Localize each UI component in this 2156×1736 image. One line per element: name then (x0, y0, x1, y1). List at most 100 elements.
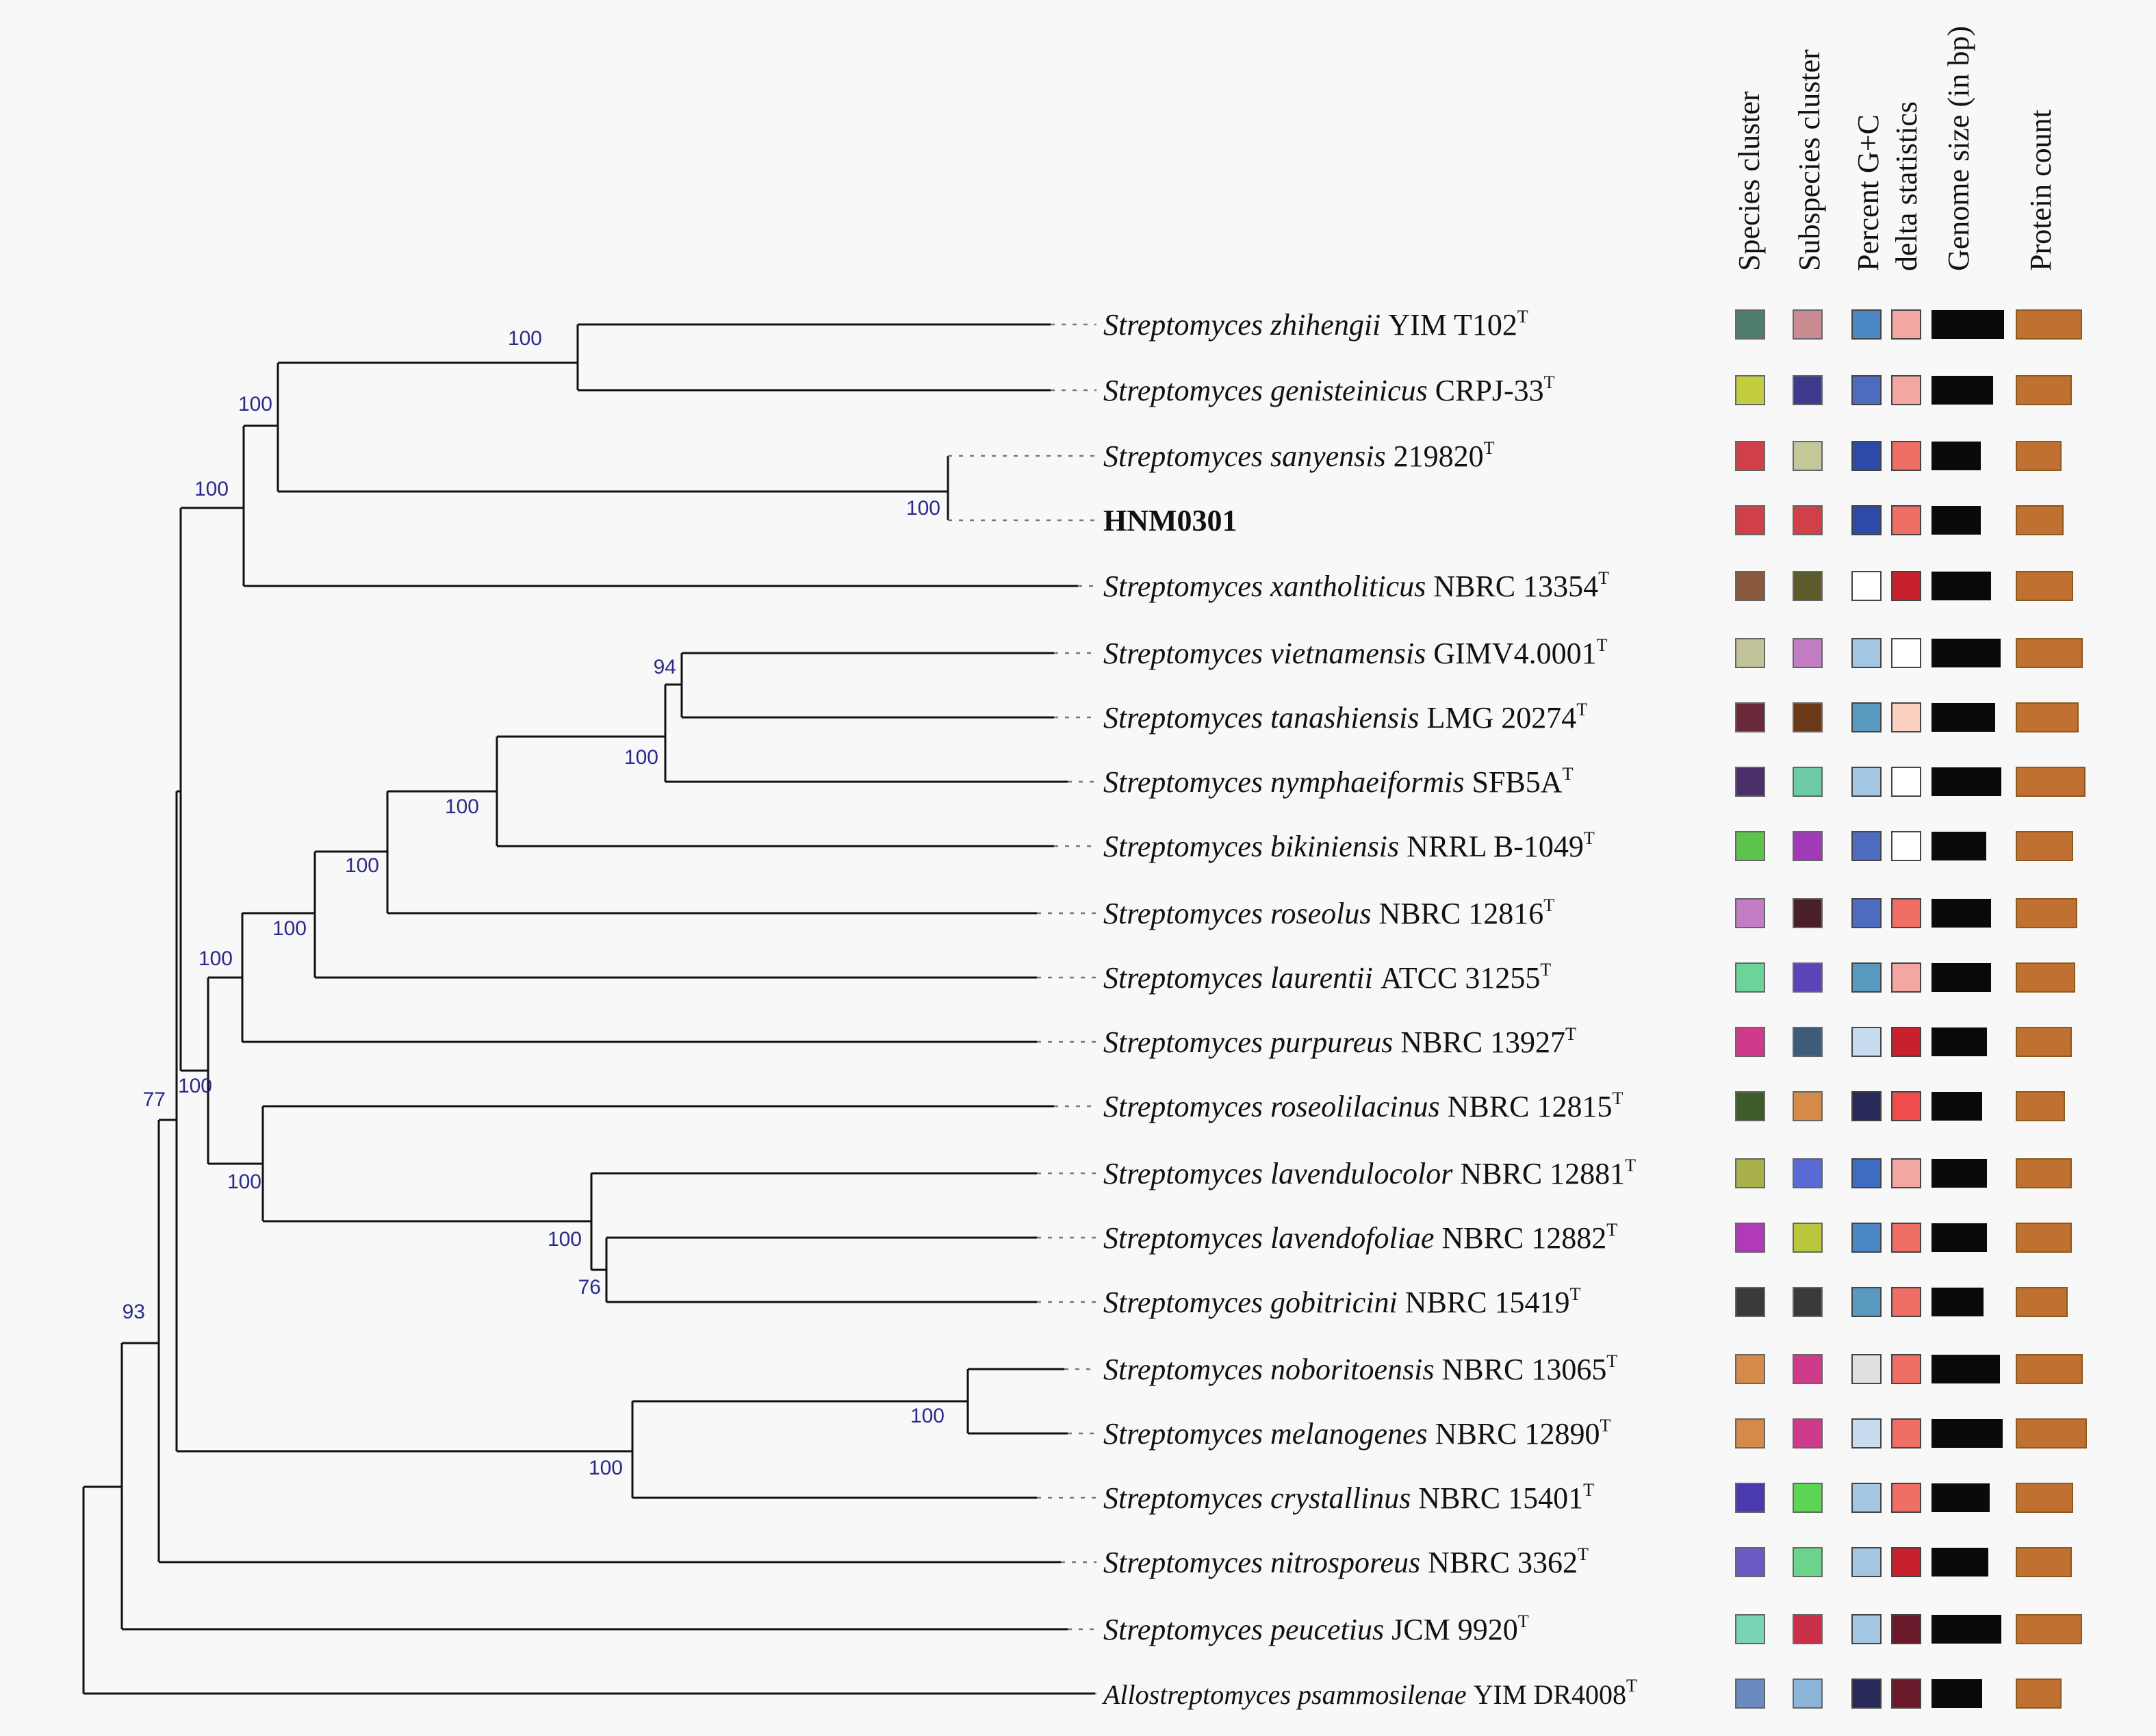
bootstrap-value: 100 (198, 947, 233, 970)
delta-statistics-cell (1891, 898, 1921, 928)
species-cluster-cell (1735, 441, 1765, 471)
delta-statistics-cell (1891, 1418, 1921, 1448)
annotation-row (1735, 309, 2082, 340)
taxon-label: HNM0301 (1103, 504, 1237, 537)
delta-statistics-cell (1891, 441, 1921, 471)
bootstrap-value: 100 (194, 478, 229, 500)
annotation-row (1735, 962, 2075, 993)
bootstrap-value: 100 (548, 1228, 582, 1251)
genome-size-bar (1932, 1027, 1987, 1056)
taxon-label: Streptomyces lavendulocolor NBRC 12881T (1103, 1156, 1636, 1190)
species-cluster-cell (1735, 1418, 1765, 1448)
genome-size-bar (1932, 1615, 2001, 1644)
taxon-label: Streptomyces lavendofoliae NBRC 12882T (1103, 1220, 1617, 1255)
genome-size-bar (1932, 1092, 1982, 1121)
subspecies-cluster-cell (1793, 375, 1823, 405)
gc-percent-cell (1851, 962, 1882, 993)
gc-percent-cell (1851, 1287, 1882, 1317)
genome-size-bar (1932, 1288, 1984, 1316)
protein-count-bar (2016, 831, 2073, 861)
genome-size-bar (1932, 1355, 2000, 1383)
species-cluster-cell (1735, 1158, 1765, 1188)
bootstrap-value: 100 (227, 1171, 261, 1193)
species-cluster-cell (1735, 1091, 1765, 1121)
gc-percent-cell (1851, 505, 1882, 535)
delta-statistics-cell (1891, 309, 1921, 340)
genome-size-bar (1932, 963, 1991, 992)
delta-statistics-cell (1891, 702, 1921, 732)
bootstrap-value: 100 (508, 327, 542, 350)
gc-percent-cell (1851, 1091, 1882, 1121)
annotation-row (1735, 1418, 2087, 1448)
genome-size-bar (1932, 572, 1991, 600)
delta-statistics-cell (1891, 1091, 1921, 1121)
delta-statistics-cell (1891, 1678, 1921, 1709)
species-cluster-cell (1735, 1614, 1765, 1644)
gc-percent-cell (1851, 1223, 1882, 1253)
gc-percent-cell (1851, 375, 1882, 405)
gc-percent-cell (1851, 767, 1882, 797)
taxon-label: Streptomyces melanogenes NBRC 12890T (1103, 1416, 1611, 1451)
species-cluster-cell (1735, 767, 1765, 797)
annotation-row (1735, 1158, 2072, 1188)
annotation-row (1735, 1287, 2068, 1317)
protein-count-bar (2016, 962, 2075, 993)
subspecies-cluster-cell (1793, 1027, 1823, 1057)
taxon-label: Streptomyces xantholiticus NBRC 13354T (1103, 568, 1609, 603)
subspecies-cluster-cell (1793, 702, 1823, 732)
protein-count-bar (2016, 638, 2083, 668)
delta-statistics-cell (1891, 375, 1921, 405)
protein-count-bar (2016, 767, 2086, 797)
taxon-label: Streptomyces crystallinus NBRC 15401T (1103, 1480, 1594, 1515)
column-header: Genome size (in bp) (1942, 26, 1975, 271)
delta-statistics-cell (1891, 831, 1921, 861)
gc-percent-cell (1851, 441, 1882, 471)
genome-size-bar (1932, 442, 1981, 470)
column-header: Species cluster (1732, 91, 1766, 271)
annotation-row (1735, 702, 2079, 732)
protein-count-bar (2016, 309, 2082, 340)
genome-size-bar (1932, 1483, 1990, 1512)
species-cluster-cell (1735, 638, 1765, 668)
species-cluster-cell (1735, 375, 1765, 405)
genome-size-bar (1932, 1419, 2003, 1448)
protein-count-bar (2016, 571, 2073, 601)
protein-count-bar (2016, 1158, 2072, 1188)
annotation-row (1735, 1091, 2065, 1121)
species-cluster-cell (1735, 1223, 1765, 1253)
genome-size-bar (1932, 376, 1993, 405)
gc-percent-cell (1851, 702, 1882, 732)
subspecies-cluster-cell (1793, 441, 1823, 471)
delta-statistics-cell (1891, 767, 1921, 797)
subspecies-cluster-cell (1793, 1418, 1823, 1448)
annotation-row (1735, 1354, 2083, 1384)
delta-statistics-cell (1891, 1287, 1921, 1317)
annotation-row (1735, 1678, 2062, 1709)
delta-statistics-cell (1891, 1223, 1921, 1253)
bootstrap-value: 94 (654, 656, 676, 678)
subspecies-cluster-cell (1793, 1614, 1823, 1644)
subspecies-cluster-cell (1793, 1223, 1823, 1253)
gc-percent-cell (1851, 1027, 1882, 1057)
subspecies-cluster-cell (1793, 831, 1823, 861)
subspecies-cluster-cell (1793, 1547, 1823, 1577)
genome-size-bar (1932, 1223, 1987, 1252)
taxon-label: Allostreptomyces psammosilenae YIM DR400… (1101, 1676, 1637, 1710)
delta-statistics-cell (1891, 1158, 1921, 1188)
annotation-row (1735, 375, 2072, 405)
leader-lines (948, 323, 1096, 1695)
taxon-label: Streptomyces genisteinicus CRPJ-33T (1103, 372, 1555, 407)
column-header: Percent G+C (1851, 114, 1885, 271)
annotation-row (1735, 571, 2073, 601)
annotation-row (1735, 441, 2062, 471)
protein-count-bar (2016, 1027, 2072, 1057)
annotation-row (1735, 767, 2086, 797)
subspecies-cluster-cell (1793, 571, 1823, 601)
bootstrap-value: 100 (624, 746, 658, 769)
genome-size-bar (1932, 703, 1995, 732)
protein-count-bar (2016, 1678, 2062, 1709)
species-cluster-cell (1735, 831, 1765, 861)
subspecies-cluster-cell (1793, 962, 1823, 993)
delta-statistics-cell (1891, 1354, 1921, 1384)
bootstrap-value: 100 (345, 854, 379, 877)
